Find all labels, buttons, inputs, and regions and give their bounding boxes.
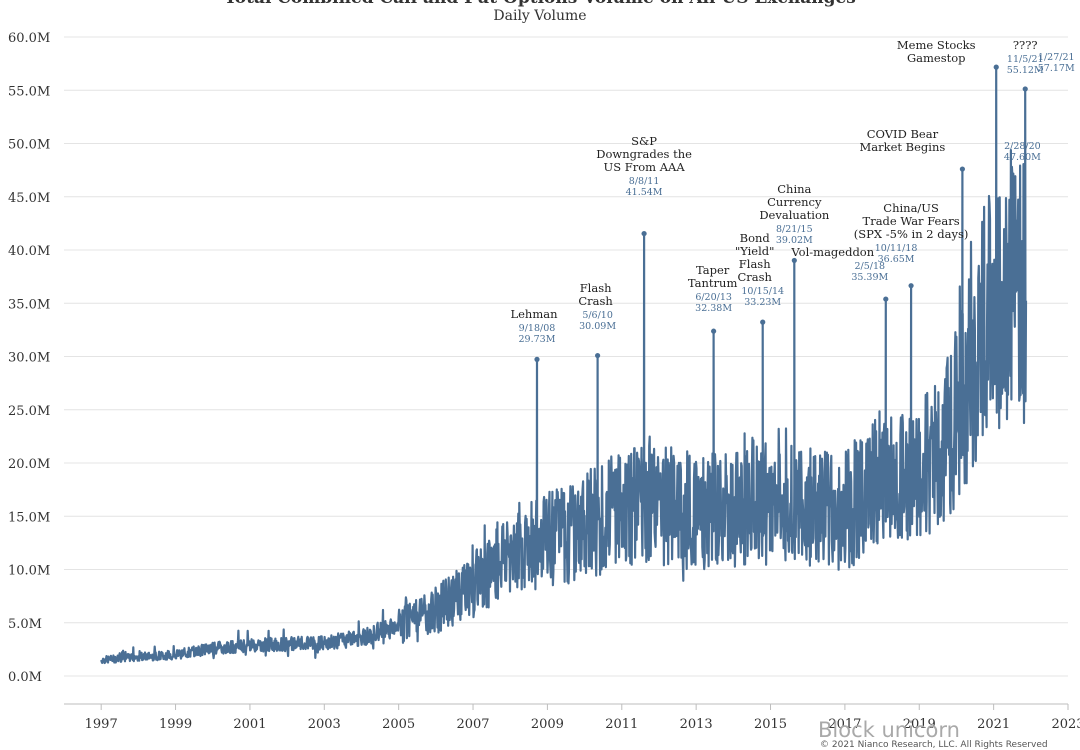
peak-marker: [908, 283, 914, 289]
annotation-date: 8/21/15: [776, 224, 813, 235]
chart-title: Total Combined Call and Put Options Volu…: [0, 0, 1080, 8]
annotation-value: 32.38M: [695, 303, 732, 314]
x-tick-label: 2007: [456, 717, 489, 732]
annotation-label: Tantrum: [688, 276, 738, 290]
annotation-value: 35.39M: [851, 272, 888, 283]
peak-marker: [791, 257, 797, 264]
annotation-label: (SPX -5% in 2 days): [854, 227, 969, 241]
volume-series-line: [100, 66, 1028, 665]
peak-marker: [1022, 86, 1028, 92]
annotation-label: Trade War Fears: [863, 214, 960, 228]
annotation-label: Crash: [578, 294, 613, 308]
annotation-date: 8/8/11: [629, 176, 660, 187]
annotation-label: Gamestop: [907, 51, 966, 65]
annotation-label: Bond: [740, 231, 771, 245]
y-tick-label: 40.0M: [8, 244, 50, 259]
annotation-value: 29.73M: [519, 334, 556, 345]
annotation-label: Downgrades the: [596, 147, 692, 161]
y-tick-label: 5.0M: [8, 617, 42, 632]
y-tick-label: 0.0M: [8, 670, 42, 685]
annotation-label: US From AAA: [604, 160, 686, 174]
series-layer: [100, 66, 1028, 665]
annotation-label: "Yield": [735, 244, 775, 258]
peak-layer: [534, 64, 1028, 362]
peak-marker: [534, 356, 540, 362]
watermark-logo: Block unicorn: [818, 718, 960, 742]
annotation-value: 36.65M: [878, 254, 915, 265]
y-tick-label: 60.0M: [8, 31, 50, 46]
y-tick-label: 15.0M: [8, 510, 50, 525]
peak-marker: [641, 230, 647, 237]
annotation-label: Meme Stocks: [897, 38, 976, 52]
y-tick-label: 50.0M: [8, 138, 50, 153]
peak-marker: [760, 319, 766, 325]
annotation-value: 55.12M: [1007, 65, 1044, 76]
annotation-label: Crash: [737, 270, 772, 284]
peak-marker: [959, 166, 965, 172]
annotation-value: 39.02M: [776, 235, 813, 246]
chart-subtitle: Daily Volume: [493, 8, 587, 24]
y-tick-label: 35.0M: [8, 297, 50, 312]
x-tick-label: 2005: [382, 717, 415, 732]
annotation-date: 10/11/18: [875, 243, 918, 254]
annotation-date: 11/5/21: [1007, 54, 1044, 65]
x-tick-label: 2023: [1051, 717, 1080, 732]
annotation-label: Currency: [767, 195, 822, 209]
annotation-label: Market Begins: [859, 140, 945, 154]
annotation-value: 33.23M: [744, 297, 781, 308]
annotation-value: 30.09M: [579, 321, 616, 332]
annotation-label: COVID Bear: [867, 127, 939, 141]
annotation-date: 10/15/14: [741, 286, 784, 297]
y-tick-label: 20.0M: [8, 457, 50, 472]
y-tick-label: 25.0M: [8, 404, 50, 419]
annotation-date: 2/28/20: [1004, 141, 1041, 152]
x-tick-label: 2009: [531, 717, 564, 732]
copyright-text: © 2021 Nianco Research, LLC. All Rights …: [820, 740, 1048, 750]
annotation-date: 6/20/13: [695, 292, 732, 303]
annotation-label: Vol-mageddon: [790, 245, 874, 259]
annotation-label: Flash: [580, 281, 612, 295]
x-tick-label: 1999: [159, 717, 192, 732]
x-tick-label: 2001: [233, 717, 266, 732]
peak-marker: [883, 296, 889, 302]
y-axis: 0.0M 5.0M 10.0M 15.0M 20.0M 25.0M 30.0M 35.0M 40…: [8, 31, 50, 685]
y-tick-label: 55.0M: [8, 84, 50, 99]
x-tick-label: 2019: [903, 717, 936, 732]
x-axis: 1997 1999 2001 2003 2005 2007 2009 2011 2013 2015…: [64, 703, 1080, 732]
y-tick-label: 10.0M: [8, 564, 50, 579]
x-tick-label: 2013: [680, 717, 713, 732]
annotation-value: 47.60M: [1004, 152, 1041, 163]
annotation-label: China/US: [883, 201, 939, 215]
annotation-value: 57.17M: [1038, 63, 1075, 74]
annotation-date: 9/18/08: [519, 323, 556, 334]
annotation-label: Flash: [739, 257, 771, 271]
peak-marker: [711, 328, 717, 334]
annotation-date: 2/5/18: [855, 261, 886, 272]
annotation-date: 5/6/10: [582, 310, 613, 321]
annotation-label: Taper: [696, 263, 730, 277]
x-tick-label: 2017: [828, 717, 861, 732]
x-tick-label: 1997: [85, 717, 118, 732]
annotation-layer: Lehman9/18/0829.73MFlashCrash5/6/1030.09…: [510, 38, 1074, 345]
y-tick-label: 30.0M: [8, 351, 50, 366]
annotation-label: ????: [1013, 38, 1038, 52]
y-tick-label: 45.0M: [8, 191, 50, 206]
x-tick-label: 2015: [754, 717, 787, 732]
x-tick-label: 2011: [605, 717, 638, 732]
annotation-label: S&P: [631, 134, 657, 148]
annotation-label: China: [777, 182, 811, 196]
x-tick-label: 2021: [977, 717, 1010, 732]
peak-marker: [993, 64, 999, 70]
annotation-label: Lehman: [510, 307, 558, 321]
annotation-value: 41.54M: [626, 187, 663, 198]
annotation-date: 1/27/21: [1038, 52, 1075, 63]
x-tick-label: 2003: [308, 717, 341, 732]
peak-marker: [595, 352, 601, 359]
annotation-label: Devaluation: [759, 208, 830, 222]
